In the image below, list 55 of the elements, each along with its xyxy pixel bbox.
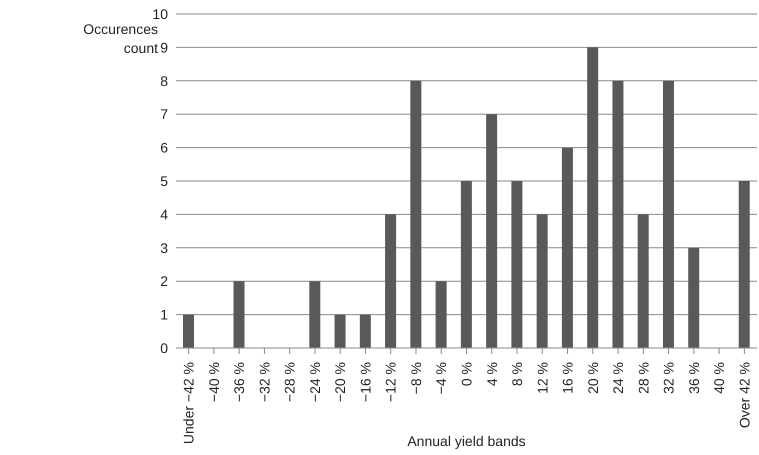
bar: [183, 314, 194, 348]
x-tick-label: 36 %: [686, 362, 702, 394]
bar: [234, 281, 245, 348]
y-axis-title: Occurences count: [82, 20, 158, 58]
x-tick-label: −32 %: [256, 362, 272, 402]
bar: [536, 214, 548, 348]
x-tick-label: 24 %: [610, 362, 626, 394]
y-tick-label: 10: [152, 6, 168, 22]
bar: [334, 314, 346, 348]
y-tick-label: 3: [160, 240, 168, 256]
x-tick-label: −4 %: [433, 362, 450, 394]
bar: [688, 248, 700, 348]
y-tick-label: 2: [160, 273, 168, 290]
bar: [436, 281, 447, 348]
x-tick-label: 12 %: [534, 362, 550, 394]
x-tick-label: 20 %: [584, 362, 601, 394]
x-tick-label: −36 %: [231, 362, 248, 402]
bar: [612, 80, 624, 348]
y-tick-label: 0: [160, 340, 168, 356]
x-tick-label: 16 %: [560, 362, 576, 394]
y-tick-label: 7: [160, 106, 168, 122]
y-tick-label: 6: [160, 140, 168, 156]
x-tick-label: −24 %: [306, 362, 323, 402]
y-tick-label: 4: [160, 206, 168, 222]
x-tick-label: 28 %: [635, 362, 652, 394]
x-tick-label: −16 %: [357, 362, 374, 402]
bar: [385, 214, 396, 348]
x-tick-label: −12 %: [382, 362, 399, 402]
bar: [738, 181, 750, 348]
x-tick-label: 4 %: [484, 362, 500, 386]
bar: [638, 214, 649, 348]
x-tick-label: −40 %: [206, 362, 222, 402]
x-tick-label: 40 %: [711, 362, 728, 394]
y-tick-label: 8: [160, 72, 168, 89]
x-tick-label: 8 %: [509, 362, 526, 386]
bar: [562, 148, 573, 348]
x-tick-label: 32 %: [660, 362, 677, 394]
bar: [410, 80, 422, 348]
x-tick-label: −28 %: [282, 362, 298, 402]
x-tick-label: 0 %: [458, 362, 474, 386]
x-tick-label: Over 42 %: [736, 362, 752, 428]
bar: [511, 181, 522, 348]
bar: [587, 47, 598, 348]
y-tick-label: 1: [160, 306, 168, 323]
bar: [309, 281, 320, 348]
bar: [662, 80, 674, 348]
y-tick-label: 5: [160, 172, 168, 189]
y-tick-label: 9: [160, 39, 168, 56]
x-axis-title: Annual yield bands: [407, 433, 526, 449]
bar: [460, 181, 472, 348]
x-tick-label: −20 %: [332, 362, 348, 402]
bar: [360, 314, 371, 348]
bar: [486, 114, 498, 348]
x-tick-label: Under −42 %: [180, 362, 197, 444]
x-tick-label: −8 %: [408, 362, 424, 394]
